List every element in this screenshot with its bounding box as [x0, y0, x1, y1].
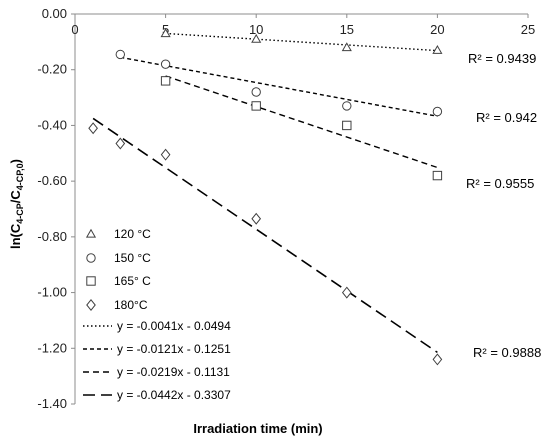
- data-point-series-2: [251, 87, 261, 97]
- data-point-series-4: [88, 122, 98, 135]
- legend-label-4: 180°C: [114, 298, 148, 312]
- legend-symbol-2: [86, 253, 96, 263]
- r2-label-2: R² = 0.942: [476, 110, 537, 125]
- data-point-series-1: [341, 42, 352, 52]
- y-tick-label: -0.40: [37, 117, 67, 132]
- data-point-series-2: [160, 59, 171, 69]
- plot-area: 0.00 -0.20 -0.40 -0.60 -0.80 -1.00 -1.20 -1.40 0…: [37, 6, 541, 411]
- r2-label-1: R² = 0.9439: [468, 51, 536, 66]
- data-point-series-4: [115, 137, 126, 150]
- legend-symbol-3: [86, 276, 96, 286]
- legend-equation-1: y = -0.0041x - 0.0494: [117, 319, 231, 333]
- legend-label-2: 150 °C: [114, 251, 151, 265]
- trendline-1: [165, 32, 438, 52]
- data-point-series-1: [432, 45, 443, 54]
- y-tick-label: -0.60: [37, 173, 67, 188]
- x-tick-label: 10: [249, 22, 263, 37]
- x-tick-label: 25: [521, 22, 535, 37]
- data-point-series-4: [251, 212, 262, 225]
- data-point-series-1: [251, 33, 262, 43]
- r2-label-4: R² = 0.9888: [473, 345, 541, 360]
- data-point-series-4: [341, 286, 352, 299]
- trendline-4: [92, 117, 438, 354]
- data-point-series-3: [432, 170, 443, 181]
- data-point-series-3: [160, 76, 171, 86]
- legend-label-1: 120 °C: [114, 227, 151, 241]
- x-axis-title: Irradiation time (min): [193, 421, 322, 436]
- legend-symbol-1: [85, 228, 97, 238]
- y-tick-label: -0.20: [37, 62, 67, 77]
- x-tick-label: 0: [71, 22, 78, 37]
- y-tick-label: -0.80: [37, 229, 67, 244]
- r2-label-3: R² = 0.9555: [466, 176, 534, 191]
- data-point-series-3: [342, 120, 352, 131]
- data-point-series-4: [432, 353, 443, 366]
- y-axis-title: ln(C4-CP/C4-CP,0): [8, 159, 25, 249]
- legend-symbol-4: [86, 299, 96, 311]
- y-tick-label: -1.00: [37, 285, 67, 300]
- data-point-series-2: [432, 106, 443, 117]
- legend-equation-2: y = -0.0121x - 0.1251: [117, 342, 231, 356]
- legend-equation-4: y = -0.0442x - 0.3307: [117, 388, 231, 402]
- data-point-series-4: [160, 148, 171, 161]
- data-point-series-2: [342, 101, 352, 111]
- x-tick-label: 15: [340, 22, 354, 37]
- x-tick-label: 20: [430, 22, 444, 37]
- legend-equation-3: y = -0.0219x - 0.1131: [117, 365, 230, 379]
- data-point-series-1: [160, 28, 171, 38]
- y-tick-label: 0.00: [42, 6, 67, 21]
- y-tick-label: -1.20: [37, 340, 67, 355]
- legend-label-3: 165° C: [114, 274, 151, 288]
- trendline-2: [120, 56, 438, 117]
- y-tick-label: -1.40: [37, 396, 67, 411]
- trendline-3: [165, 75, 438, 169]
- data-point-series-2: [115, 49, 126, 60]
- data-point-series-3: [251, 101, 261, 111]
